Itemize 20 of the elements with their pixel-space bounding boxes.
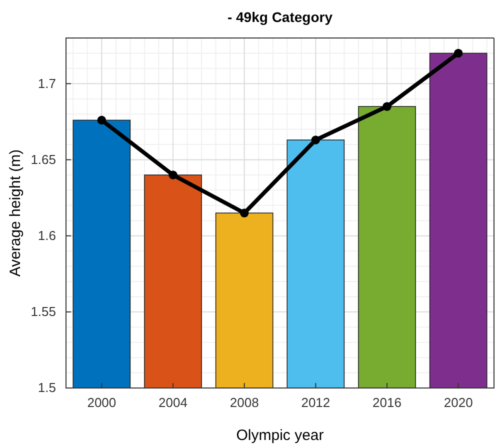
point — [311, 136, 320, 144]
x-tick-label: 2016 — [372, 395, 402, 410]
x-tick-label: 2000 — [87, 395, 116, 410]
point — [97, 116, 106, 125]
y-tick-label: 1.5 — [38, 380, 56, 396]
y-tick-label: 1.6 — [38, 228, 56, 243]
x-tick-label: 2020 — [444, 395, 473, 410]
chart-title: - 49kg Category — [227, 9, 333, 25]
point — [240, 208, 249, 218]
x-tick-label: 2008 — [230, 395, 259, 410]
point — [168, 170, 178, 180]
y-tick-label: 1.7 — [38, 76, 56, 91]
x-axis-title: Olympic year — [236, 427, 324, 444]
x-tick-label: 2012 — [301, 395, 330, 410]
point — [382, 102, 392, 111]
y-tick-label: 1.55 — [30, 304, 56, 320]
y-axis-title: Average height (m) — [7, 149, 24, 277]
point — [454, 48, 463, 58]
y-tick-label: 1.65 — [30, 152, 56, 167]
x-tick-label: 2004 — [158, 395, 188, 410]
